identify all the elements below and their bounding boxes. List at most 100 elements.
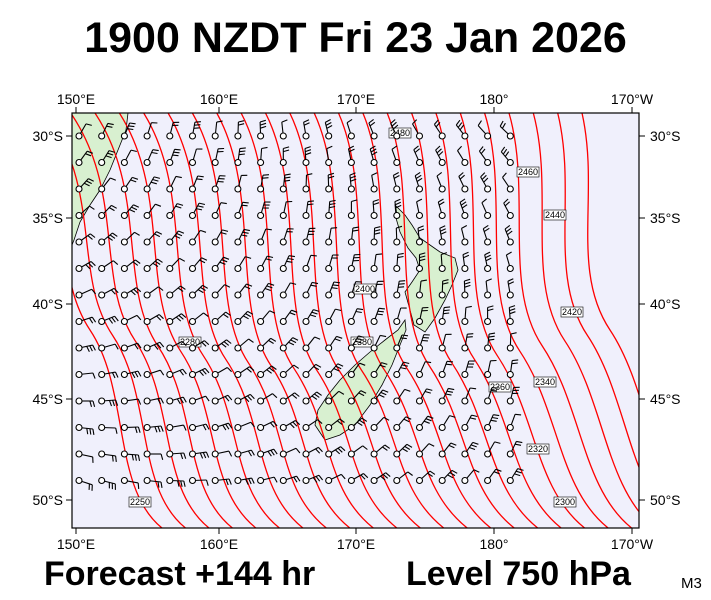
wind-barb [279,309,298,326]
wind-barb [506,468,524,485]
wind-barb [370,199,380,220]
wind-barb [98,315,119,326]
wind-barb [257,174,270,193]
wind-barb [302,446,323,458]
wind-barb [211,394,233,405]
wind-barb [461,387,477,405]
wind-barb [120,176,139,193]
lon-label-top: 170°W [611,91,654,107]
wind-barb [503,198,514,220]
lat-label-right: 30°S [650,128,681,144]
wind-barb [120,259,141,273]
wind-barb [506,413,522,432]
wind-barb [75,150,93,167]
wind-barb [393,307,407,326]
wind-barb [347,226,359,246]
wind-barb [481,198,492,220]
wind-barb [506,278,515,299]
wind-barb [392,172,401,193]
wind-barb [279,282,297,299]
wind-barb [461,333,474,352]
wind-barb [211,311,231,326]
wind-barb [461,360,475,379]
wind-barb [257,119,267,140]
contour-label-box [560,306,584,318]
contour-line [508,113,633,528]
wind-barb [461,278,471,299]
level-label: Level 750 hPa [406,555,631,593]
wind-barb [75,288,97,299]
wind-barb [325,308,342,326]
wind-barb [257,476,278,485]
wind-barb [461,441,479,458]
wind-barb [257,448,278,458]
lon-label-top: 170°E [337,91,375,107]
contour-line [459,113,586,528]
wind-barb [211,175,226,193]
wind-barb [143,231,163,246]
tick-marks [66,107,645,534]
wind-barb [234,393,255,405]
wind-barb [325,446,346,458]
wind-barb [143,149,159,167]
wind-barb [75,233,96,246]
wind-barb [415,334,430,352]
wind-barb [325,199,336,220]
contour-layer [72,113,639,528]
wind-barb [75,178,94,193]
wind-barb [393,361,410,379]
wind-barb [257,365,277,379]
wind-barb [391,145,401,167]
lon-label-bottom: 180° [480,536,509,552]
wind-barb [438,225,447,246]
wind-barb [347,172,357,193]
wind-barb [234,201,249,220]
wind-barb [302,254,317,273]
wind-barb [325,172,335,193]
contour-line [72,113,210,528]
wind-barb [98,204,117,220]
wind-barb [234,120,245,140]
contour-label-box [128,496,152,508]
wind-barb [98,343,119,352]
wind-barb [393,280,406,299]
wind-barb [143,450,164,460]
contour-label-box [488,381,512,393]
wind-barb [484,278,492,299]
wind-barb [370,253,383,273]
wind-barb [234,310,254,326]
contour-label-box [543,209,567,221]
wind-barb [279,119,288,140]
wind-barb [347,281,362,299]
wind-barb [484,441,501,458]
wind-barb [120,204,140,220]
wind-barb [75,261,96,273]
wind-barb [325,473,346,485]
wind-barb [75,344,96,352]
wind-barb [347,308,364,326]
wind-barb [279,475,301,485]
lat-label-left: 45°S [32,391,63,407]
wind-barb [188,257,208,273]
contour-label: 2420 [562,307,582,317]
wind-barb [166,121,180,140]
wind-barb [347,335,365,352]
wind-barb [438,252,448,273]
wind-barb [437,198,446,220]
wind-barb [279,364,300,379]
lon-label-bottom: 150°E [57,536,95,552]
wind-barb [370,307,385,326]
wind-barb [75,476,93,491]
wind-barb [484,387,498,405]
wind-barb [75,123,92,140]
wind-barb [75,450,94,463]
wind-barb [234,338,254,352]
wind-barb [370,389,389,405]
lat-label-right: 40°S [650,296,681,312]
contour-label: 2250 [130,497,150,507]
wind-barb [415,306,429,326]
wind-barb [98,397,119,407]
wind-barb [188,229,207,246]
wind-barb [166,203,184,220]
